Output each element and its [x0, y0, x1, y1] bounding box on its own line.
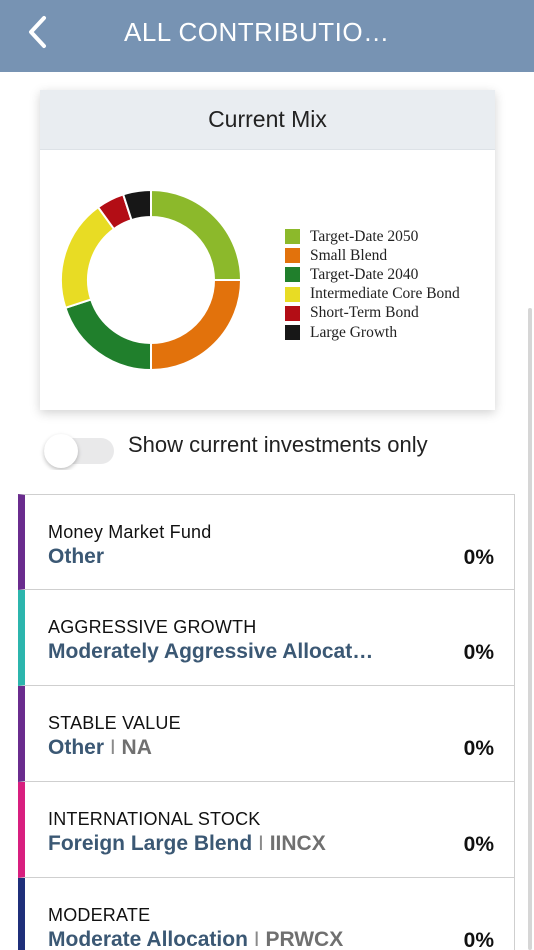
- fund-ticker: NA: [121, 736, 152, 759]
- fund-type-line: Foreign Large Blend I IINCX: [48, 832, 326, 856]
- fund-category: Money Market Fund: [48, 522, 212, 542]
- donut-slice-large-growth: [121, 188, 152, 222]
- current-mix-card: Current Mix Target-Date 2050 Small Blend T…: [40, 90, 495, 410]
- fund-percentage: 0%: [463, 929, 494, 950]
- fund-category: INTERNATIONAL STOCK: [48, 809, 261, 829]
- donut-slice-intermediate-core-bond: [60, 205, 116, 310]
- fund-list-item[interactable]: STABLE VALUE Other I NA 0%: [18, 686, 515, 782]
- legend-label: Small Blend: [310, 246, 388, 264]
- fund-category: MODERATE: [48, 905, 151, 925]
- legend-swatch: [285, 229, 300, 245]
- fund-ticker: IINCX: [269, 832, 326, 855]
- donut-slice-small-blend: [150, 279, 243, 372]
- fund-percentage: 0%: [463, 833, 494, 856]
- legend-item: Short-Term Bond: [285, 304, 460, 323]
- fund-type: Other: [48, 736, 105, 759]
- fund-category: AGGRESSIVE GROWTH: [48, 617, 257, 637]
- fund-ticker: PRWCX: [265, 928, 344, 950]
- legend-item: Target-Date 2050: [285, 227, 460, 246]
- chevron-left-icon: [29, 16, 46, 48]
- legend-label: Target-Date 2050: [310, 227, 419, 245]
- legend-item: Small Blend: [285, 246, 460, 265]
- fund-list-item[interactable]: Money Market Fund Other 0%: [18, 494, 515, 590]
- fund-percentage: 0%: [463, 641, 494, 664]
- legend-label: Target-Date 2040: [310, 265, 419, 283]
- fund-separator: I: [252, 832, 270, 855]
- legend-swatch: [285, 305, 300, 321]
- app-header: ALL CONTRIBUTIO…: [0, 0, 534, 72]
- donut-slice-target-date-2040: [64, 298, 152, 372]
- fund-list-item[interactable]: AGGRESSIVE GROWTH Moderately Aggressive A…: [18, 590, 515, 686]
- chart-card-header: Current Mix: [40, 90, 495, 150]
- legend-label: Short-Term Bond: [310, 304, 419, 322]
- legend-swatch: [285, 248, 300, 264]
- back-button[interactable]: [18, 10, 58, 54]
- fund-list-item[interactable]: INTERNATIONAL STOCK Foreign Large Blend I…: [18, 782, 515, 878]
- fund-type: Moderately Aggressive Allocat…: [48, 640, 374, 663]
- chart-title: Current Mix: [208, 106, 327, 132]
- legend-item: Target-Date 2040: [285, 265, 460, 284]
- fund-list-item[interactable]: MODERATE Moderate Allocation I PRWCX 0%: [18, 878, 515, 950]
- legend-item: Intermediate Core Bond: [285, 285, 460, 304]
- legend-label: Intermediate Core Bond: [310, 285, 460, 303]
- donut-chart: [60, 188, 243, 372]
- fund-category: STABLE VALUE: [48, 713, 181, 733]
- legend-label: Large Growth: [310, 323, 398, 341]
- fund-separator: I: [247, 928, 266, 950]
- current-investments-toggle[interactable]: [44, 414, 114, 470]
- fund-type-line: Other I NA: [48, 736, 152, 760]
- legend-item: Large Growth: [285, 323, 460, 342]
- toggle-label: Show current investments only: [128, 432, 428, 457]
- fund-type: Moderate Allocation: [48, 928, 248, 950]
- current-investments-toggle-row: Show current investments only: [0, 410, 534, 470]
- legend-swatch: [285, 286, 300, 302]
- fund-type-line: Moderately Aggressive Allocat…: [48, 640, 373, 664]
- chart-legend: Target-Date 2050 Small Blend Target-Date 2…: [285, 227, 460, 342]
- fund-type: Foreign Large Blend: [48, 832, 253, 855]
- legend-swatch: [285, 267, 300, 283]
- scrollbar[interactable]: [528, 308, 532, 950]
- fund-type-line: Moderate Allocation I PRWCX: [48, 928, 343, 950]
- fund-list: Money Market Fund Other 0% AGGRESSIVE GROWT…: [18, 494, 515, 950]
- fund-separator: I: [104, 736, 122, 759]
- fund-percentage: 0%: [463, 546, 494, 569]
- page-title: ALL CONTRIBUTIO…: [124, 17, 390, 47]
- toggle-knob: [44, 434, 78, 468]
- donut-slice-target-date-2050: [150, 188, 243, 281]
- fund-type-line: Other: [48, 545, 104, 569]
- fund-type: Other: [48, 545, 105, 568]
- fund-percentage: 0%: [463, 737, 494, 760]
- legend-swatch: [285, 325, 300, 341]
